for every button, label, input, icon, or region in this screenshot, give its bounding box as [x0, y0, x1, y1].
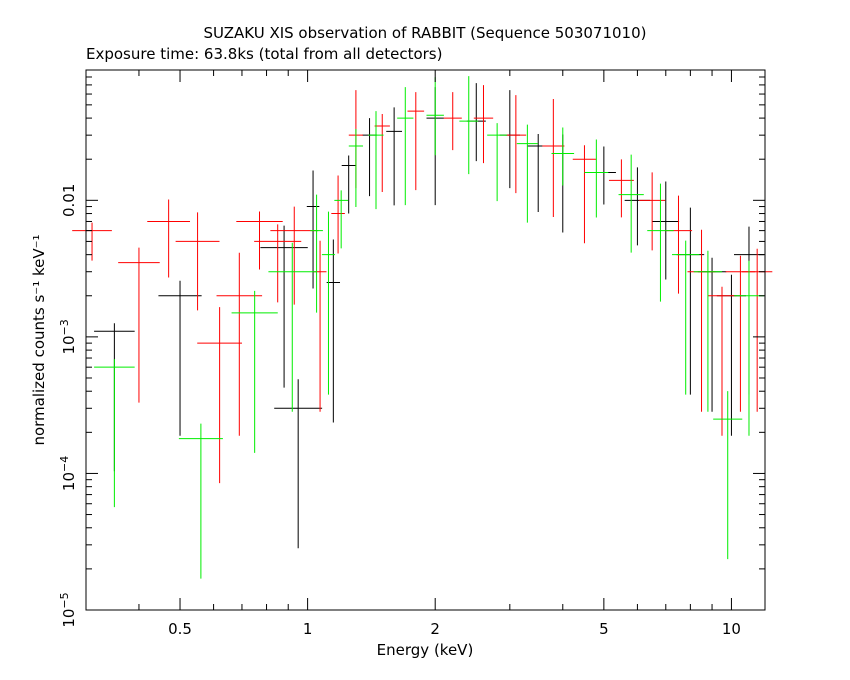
data-point	[647, 183, 674, 302]
data-point	[618, 154, 644, 253]
data-point	[331, 175, 345, 254]
data-point	[310, 194, 323, 313]
data-point	[147, 199, 191, 278]
data-point	[591, 146, 616, 205]
x-tick-label: 0.5	[168, 620, 192, 638]
data-point	[321, 211, 336, 395]
data-point	[94, 359, 135, 508]
x-tick-label: 2	[430, 620, 440, 638]
data-point	[516, 124, 538, 223]
chart-title: SUZAKU XIS observation of RABBIT (Sequen…	[203, 24, 646, 42]
chart-subtitle: Exposure time: 63.8ks (total from all de…	[86, 45, 442, 63]
data-point	[713, 391, 743, 560]
data-point	[466, 83, 486, 162]
data-point	[306, 170, 320, 289]
data-point	[639, 172, 666, 251]
data-point	[197, 307, 243, 484]
series-2	[94, 76, 764, 579]
data-point	[473, 85, 494, 164]
data-point	[551, 127, 575, 186]
data-point	[572, 145, 597, 244]
series-layer	[72, 76, 773, 579]
y-tick-label: 0.01	[60, 184, 78, 217]
data-point	[254, 224, 302, 303]
data-point	[734, 260, 764, 436]
axis-layer: 0.5 1 2 5 10 10−5 10−4 10−3 0.01	[58, 69, 765, 638]
data-point	[716, 274, 747, 436]
data-point	[693, 250, 723, 412]
data-point	[499, 90, 521, 189]
data-point	[608, 159, 634, 218]
data-point	[368, 111, 384, 210]
data-point	[624, 167, 651, 246]
data-point	[397, 87, 414, 206]
data-point	[374, 114, 390, 193]
x-tick-label: 10	[722, 620, 741, 638]
data-point	[386, 107, 403, 206]
data-point	[742, 248, 773, 412]
x-tick-label: 5	[599, 620, 609, 638]
data-point	[707, 286, 737, 436]
series-1	[72, 85, 773, 484]
data-point	[341, 155, 356, 214]
data-point	[268, 242, 317, 412]
data-point	[725, 255, 756, 412]
data-point	[175, 212, 220, 311]
plot-frame	[85, 69, 766, 611]
data-point	[334, 190, 348, 249]
data-point	[407, 92, 425, 191]
data-point	[72, 222, 112, 261]
data-point	[158, 280, 202, 436]
data-point	[118, 247, 160, 403]
y-tick-label: 10−4	[58, 456, 78, 491]
x-tick-label: 1	[303, 620, 313, 638]
data-point	[178, 423, 223, 579]
y-tick-label: 10−3	[58, 319, 78, 354]
data-point	[505, 95, 527, 194]
x-axis-label: Energy (keV)	[377, 641, 474, 659]
data-point	[487, 123, 508, 202]
data-point	[459, 76, 479, 175]
data-point	[676, 207, 705, 395]
data-point	[216, 252, 263, 436]
data-point	[542, 98, 565, 217]
data-point	[270, 206, 319, 305]
data-point	[348, 128, 364, 207]
data-point	[671, 240, 700, 395]
y-tick-label: 10−5	[58, 592, 78, 627]
data-point	[231, 290, 278, 453]
series-0	[94, 83, 764, 549]
data-point	[584, 139, 609, 218]
data-point	[443, 92, 462, 151]
data-point	[426, 77, 444, 156]
y-axis-label: normalized counts s⁻¹ keV⁻¹	[30, 234, 48, 445]
data-point	[362, 118, 377, 197]
data-point	[687, 229, 716, 412]
data-point	[274, 379, 323, 549]
data-point	[664, 195, 693, 294]
data-point	[236, 211, 283, 270]
data-point	[313, 240, 327, 412]
data-point	[260, 225, 308, 388]
